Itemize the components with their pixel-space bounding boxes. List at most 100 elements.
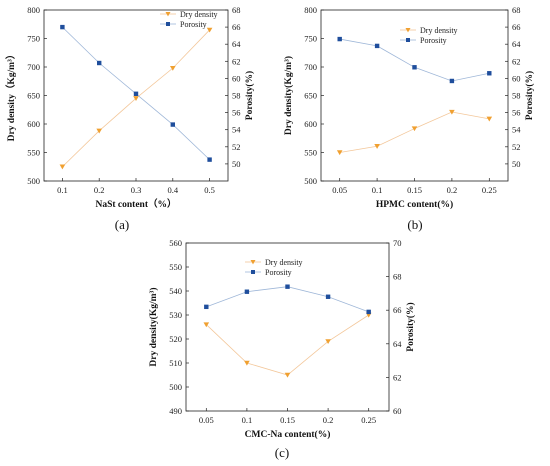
panel-label: (c) <box>275 445 289 460</box>
porosity-marker <box>97 60 102 66</box>
y-right-tick-label: 50 <box>512 159 521 169</box>
y-right-axis-title: Porosity(%) <box>524 71 535 120</box>
porosity-marker <box>366 309 371 315</box>
dry-density-marker <box>325 339 331 344</box>
x-tick-label: 0.5 <box>204 185 215 195</box>
y-right-tick-label: 70 <box>393 238 402 248</box>
x-axis-title: HPMC content(%) <box>376 199 453 210</box>
y-right-tick-label: 66 <box>393 305 402 315</box>
y-right-tick-label: 68 <box>393 272 402 282</box>
series-line <box>339 38 490 82</box>
y-left-tick-label: 800 <box>27 5 40 15</box>
y-right-tick-label: 64 <box>232 39 241 49</box>
dry-density-marker <box>206 27 213 33</box>
dry-density-marker <box>96 128 102 134</box>
x-tick-label: 0.1 <box>57 185 68 195</box>
series-dry-density <box>59 27 213 170</box>
panel-label: (a) <box>115 217 129 232</box>
y-left-tick-label: 550 <box>27 148 40 158</box>
y-left-tick-label: 500 <box>304 176 317 186</box>
y-right-tick-label: 56 <box>512 108 521 118</box>
series-porosity <box>204 284 371 315</box>
series-dry-density <box>336 109 493 156</box>
legend-label: Dry density <box>180 10 218 19</box>
y-right-tick-label: 66 <box>232 22 241 32</box>
porosity-marker <box>207 157 212 162</box>
y-right-tick-label: 52 <box>512 142 521 152</box>
y-left-tick-label: 510 <box>169 358 182 368</box>
y-right-tick-label: 68 <box>232 5 241 15</box>
legend-marker <box>250 260 256 265</box>
y-left-tick-label: 540 <box>169 286 182 296</box>
y-left-tick-label: 500 <box>27 176 40 186</box>
y-right-tick-label: 62 <box>232 56 241 66</box>
y-right-tick-label: 68 <box>512 5 521 15</box>
y-left-tick-label: 500 <box>169 382 182 392</box>
x-tick-label: 0.2 <box>94 185 105 195</box>
y-right-axis-title: Porosity(%) <box>244 71 255 120</box>
x-tick-label: 0.1 <box>242 415 253 425</box>
y-right-tick-label: 60 <box>232 73 241 83</box>
x-tick-label: 0.4 <box>167 185 178 195</box>
y-left-tick-label: 490 <box>169 406 182 416</box>
legend-marker <box>251 270 255 274</box>
x-tick-label: 0.05 <box>332 185 347 195</box>
dry-density-marker <box>374 144 380 149</box>
dry-density-marker <box>133 96 139 101</box>
dry-density-marker <box>449 109 455 115</box>
y-left-tick-label: 650 <box>27 91 40 101</box>
x-tick-label: 0.25 <box>361 415 376 425</box>
porosity-marker <box>449 78 455 84</box>
chart-panel-2: 500 550 600 650 700 750 800 50 52 54 56 58 60 62 64 66 6… <box>283 5 535 232</box>
y-left-tick-label: 750 <box>27 34 40 44</box>
y-left-tick-label: 550 <box>169 262 182 272</box>
series-porosity <box>60 24 212 162</box>
y-left-tick-label: 700 <box>27 62 40 72</box>
x-axis-title: CMC-Na content(%) <box>245 429 331 440</box>
x-tick-label: 0.25 <box>482 185 497 195</box>
x-tick-label: 0.2 <box>447 185 458 195</box>
y-left-tick-label: 600 <box>27 119 40 129</box>
porosity-marker <box>133 91 139 96</box>
legend-marker <box>166 22 170 26</box>
y-right-tick-label: 62 <box>393 372 402 382</box>
y-left-tick-label: 650 <box>304 91 317 101</box>
panel-label: (b) <box>407 217 422 232</box>
x-tick-label: 0.1 <box>372 185 383 195</box>
y-left-tick-label: 750 <box>304 34 317 44</box>
y-left-tick-label: 600 <box>304 119 317 129</box>
porosity-marker <box>487 71 492 76</box>
porosity-marker <box>204 304 209 310</box>
y-right-tick-label: 56 <box>232 108 241 118</box>
dry-density-marker <box>203 322 210 328</box>
dry-density-marker <box>170 65 176 71</box>
dry-density-marker <box>59 164 66 170</box>
porosity-marker <box>374 43 380 49</box>
porosity-marker <box>412 65 417 70</box>
y-right-tick-label: 54 <box>232 125 241 135</box>
y-right-tick-label: 52 <box>232 142 241 152</box>
y-left-tick-label: 800 <box>304 5 317 15</box>
y-right-tick-label: 60 <box>393 406 402 416</box>
y-right-tick-label: 54 <box>512 125 521 135</box>
porosity-marker <box>285 284 290 289</box>
y-left-tick-label: 520 <box>169 334 182 344</box>
y-left-tick-label: 700 <box>304 62 317 72</box>
y-right-tick-label: 64 <box>512 39 521 49</box>
x-axis-title: NaSt content（%） <box>95 198 176 210</box>
y-right-tick-label: 66 <box>512 22 521 32</box>
dry-density-marker <box>244 360 250 366</box>
legend-label: Dry density <box>265 258 303 267</box>
y-right-tick-label: 64 <box>393 339 402 349</box>
y-right-tick-label: 60 <box>512 73 521 83</box>
series-dry-density <box>203 312 372 378</box>
x-tick-label: 0.15 <box>407 185 422 195</box>
legend-label: Dry density <box>420 26 458 35</box>
y-right-axis-title: Porosity(%) <box>405 302 416 351</box>
legend-marker <box>406 38 410 42</box>
y-left-axis-title: Dry density（Kg/m³） <box>5 50 17 142</box>
chart-panel-3: 490 500 510 520 530 540 550 560 60 62 64 66 68 70 0.05… <box>148 238 416 460</box>
